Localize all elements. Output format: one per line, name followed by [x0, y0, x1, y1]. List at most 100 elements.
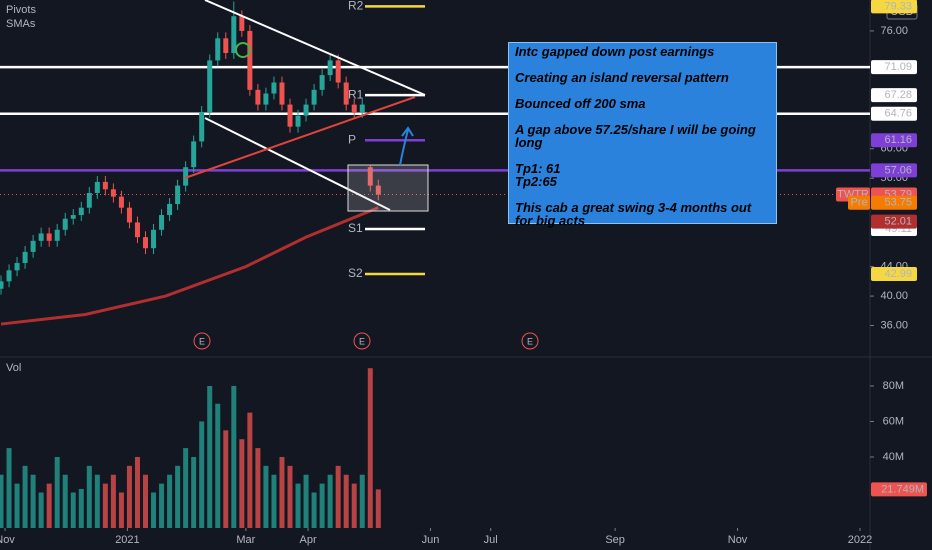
- candle-body: [46, 233, 52, 241]
- annotation-text: Bounced off 200 sma: [515, 96, 646, 111]
- candle-body: [78, 207, 84, 216]
- volume-bar: [175, 465, 181, 528]
- volume-bar: [183, 448, 189, 528]
- candle-body: [38, 233, 44, 241]
- volume-bar: [311, 492, 317, 528]
- pivot-label: S2: [348, 266, 363, 280]
- candle-body: [175, 185, 181, 205]
- pivot-price: 67.28: [884, 89, 912, 101]
- pivot-price-box: [871, 0, 917, 14]
- earnings-marker: [353, 332, 371, 350]
- volume-bar: [303, 474, 309, 528]
- volume-bar: [6, 448, 12, 528]
- level-price-box: [871, 106, 917, 121]
- candle-body: [239, 16, 245, 31]
- candle-body: [359, 104, 365, 112]
- candle-body: [0, 281, 4, 289]
- candle-body: [70, 215, 76, 219]
- volume-bar: [22, 465, 28, 528]
- candle-body: [287, 104, 293, 127]
- marks: Nov 2021 Mar Apr Jun Jul Sep Nov 2022 36.00 40.00 4…: [0, 0, 908, 546]
- level-price: 64.76: [884, 108, 912, 120]
- volume-bar: [335, 465, 341, 528]
- candle-body: [134, 222, 140, 238]
- arrow: [399, 126, 414, 166]
- volume-bar: [86, 465, 92, 528]
- volume-bar: [207, 385, 213, 528]
- volume-bar: [287, 465, 293, 528]
- volume-last-box: [871, 482, 927, 497]
- volume-bar: [0, 474, 4, 528]
- earnings-label: E: [527, 336, 533, 346]
- pivot-price: 42.99: [884, 268, 912, 280]
- candle-body: [271, 82, 277, 94]
- volume-bar: [263, 465, 269, 528]
- volume-bar: [351, 483, 357, 528]
- volume-bar: [143, 474, 149, 528]
- candle-body: [86, 192, 92, 208]
- candle-body: [215, 38, 221, 61]
- pivot-label: P: [348, 132, 356, 146]
- earnings-marker: [193, 332, 211, 350]
- volume-last-label: 21.749M: [881, 483, 924, 495]
- x-tick-label: Mar: [236, 534, 255, 546]
- pivot-label: R1: [348, 87, 364, 101]
- premarket-tag-box: [848, 195, 870, 210]
- pivot-price: 61.16: [884, 134, 912, 146]
- candle-body: [151, 229, 157, 249]
- candle-body: [367, 167, 373, 186]
- annotation-text: Creating an island reversal pattern: [515, 70, 729, 85]
- annotation-text: Tp1: 61: [515, 161, 561, 176]
- volume-bar: [110, 474, 116, 528]
- premarket-price-box: [871, 195, 917, 210]
- candle-body: [191, 141, 197, 168]
- volume-bar: [94, 474, 100, 528]
- candle-body: [247, 30, 253, 90]
- candle-body: [6, 270, 12, 282]
- volume-bar: [46, 483, 52, 528]
- level-price-box: [871, 163, 917, 178]
- volume-bar: [271, 474, 277, 528]
- y-tick-label: 60M: [883, 415, 904, 427]
- sma-line: [0, 206, 379, 326]
- volume-bar: [247, 412, 253, 528]
- annotation-text: Tp2:65: [515, 174, 557, 189]
- pivot-price-box: [871, 133, 917, 148]
- candle-body: [94, 181, 100, 193]
- level-price-box: [871, 60, 917, 75]
- x-tick-label: 2022: [848, 534, 872, 546]
- volume-bar: [159, 483, 165, 528]
- highlight-box: [347, 164, 429, 212]
- trend-line: [204, 117, 391, 211]
- volume-label: Vol: [6, 362, 21, 374]
- candle-body: [263, 93, 269, 105]
- candle-body: [54, 229, 60, 241]
- candle-body: [199, 111, 205, 142]
- candle-body: [110, 189, 116, 197]
- x-tick-label: Jun: [422, 534, 440, 546]
- candle-body: [159, 215, 165, 230]
- sma-price-box: [871, 214, 917, 229]
- volume-bar: [62, 474, 68, 528]
- y-tick-label: 76.00: [880, 25, 908, 37]
- indicator-label: Pivots: [6, 4, 36, 16]
- earnings-label: E: [359, 336, 365, 346]
- candle-body: [118, 196, 124, 208]
- x-tick-label: Nov: [0, 534, 15, 546]
- candle-body: [319, 75, 325, 90]
- candle-body: [30, 240, 36, 252]
- candle-body: [207, 60, 213, 112]
- x-tick-label: Apr: [299, 534, 316, 546]
- earnings-label: E: [199, 336, 205, 346]
- volume-bar: [126, 465, 132, 528]
- volume-bar: [343, 474, 349, 528]
- candle-body: [295, 115, 301, 127]
- volume-bar: [199, 421, 205, 528]
- candle-body: [102, 181, 108, 190]
- earnings-marker: [521, 332, 539, 350]
- x-tick-label: Nov: [728, 534, 748, 546]
- volume-bar: [255, 448, 261, 528]
- volume-bar: [38, 492, 44, 528]
- volume-bar: [167, 474, 173, 528]
- x-tick-label: Sep: [605, 534, 625, 546]
